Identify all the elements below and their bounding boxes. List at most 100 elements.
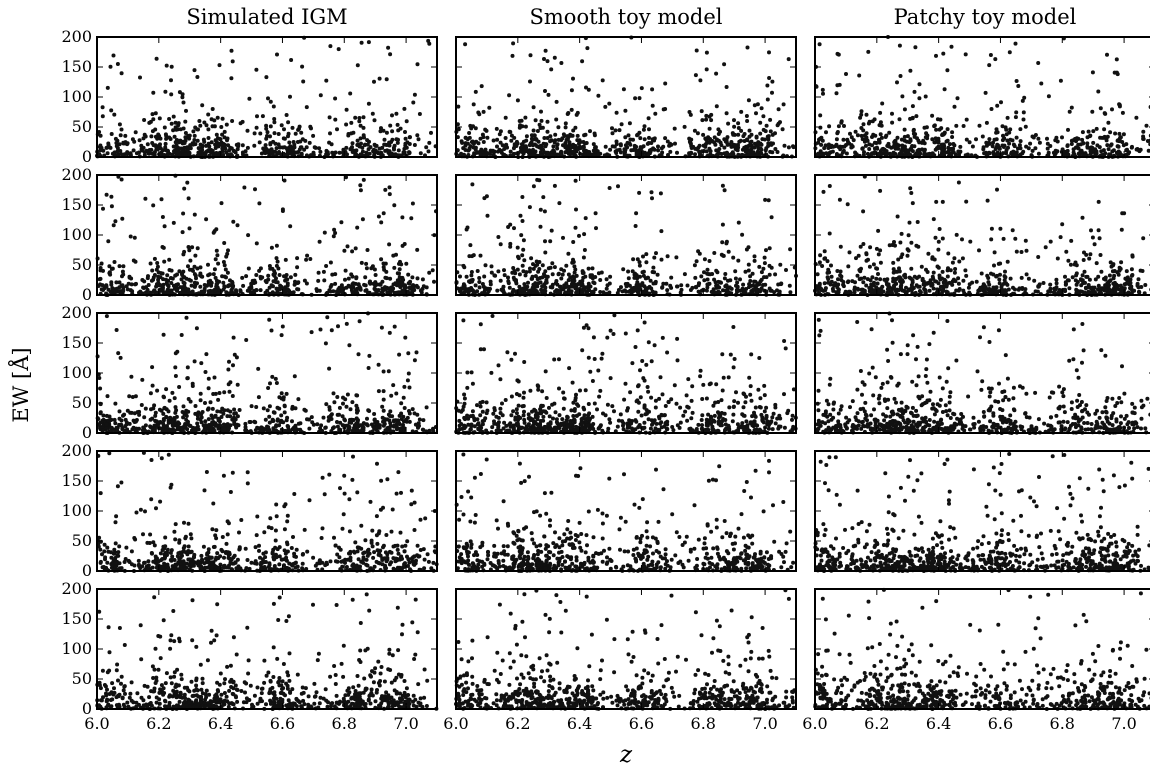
data-point [502, 273, 507, 278]
data-point [158, 142, 162, 147]
data-point [617, 147, 622, 152]
data-point [651, 281, 656, 286]
data-point [1011, 285, 1015, 290]
data-point [269, 147, 274, 152]
data-point [286, 134, 290, 139]
data-point [1092, 242, 1097, 247]
data-point [465, 141, 470, 146]
data-point [327, 115, 332, 120]
data-point [263, 279, 268, 283]
data-point [870, 119, 875, 124]
data-point [123, 133, 128, 138]
data-point [621, 87, 626, 92]
data-point [206, 279, 211, 284]
data-point [867, 264, 872, 269]
data-point [224, 122, 229, 127]
data-point [265, 288, 270, 293]
data-point [697, 143, 702, 148]
data-point [540, 275, 545, 280]
data-point [840, 150, 845, 155]
data-point [173, 140, 178, 145]
data-point [754, 134, 759, 139]
data-point [464, 274, 469, 279]
data-point [510, 53, 515, 58]
data-point [868, 245, 873, 250]
data-point [290, 152, 295, 157]
data-point [1098, 289, 1103, 294]
data-point [326, 418, 331, 423]
data-point [167, 398, 172, 403]
data-point [1019, 275, 1024, 280]
data-point [133, 282, 138, 287]
data-point [512, 135, 517, 140]
data-point [917, 96, 922, 101]
data-point [1058, 235, 1063, 240]
data-point [483, 127, 488, 132]
data-point [549, 285, 554, 290]
data-point [1069, 138, 1074, 143]
data-point [1051, 150, 1056, 155]
data-point [705, 271, 710, 276]
data-point [473, 147, 478, 152]
data-point [522, 258, 527, 263]
data-point [1098, 253, 1103, 257]
data-point [420, 277, 425, 282]
data-point [150, 268, 155, 273]
data-point [376, 214, 381, 219]
data-point [967, 282, 972, 287]
data-point [280, 324, 285, 329]
data-point [263, 151, 268, 156]
data-point [247, 96, 252, 101]
data-point [199, 274, 204, 279]
data-point [548, 134, 553, 139]
data-point [515, 267, 520, 272]
data-point [1028, 141, 1033, 146]
data-point [902, 273, 907, 278]
data-point [763, 148, 768, 153]
data-point [707, 126, 712, 131]
data-point [247, 286, 252, 291]
data-point [142, 150, 147, 155]
data-point [307, 426, 312, 431]
data-point [829, 263, 833, 268]
data-point [605, 152, 610, 157]
data-point [859, 126, 864, 130]
data-point [851, 138, 856, 143]
data-point [984, 120, 989, 125]
data-point [722, 188, 727, 193]
data-point [1063, 287, 1067, 292]
data-point [694, 259, 699, 264]
data-point [787, 283, 792, 288]
data-point [607, 290, 612, 295]
data-point [580, 271, 585, 275]
data-point [908, 68, 913, 73]
data-point [222, 129, 227, 134]
data-point [293, 131, 298, 136]
data-point [837, 197, 842, 202]
data-point [981, 145, 986, 150]
data-point [930, 113, 935, 118]
data-point [345, 392, 350, 397]
data-point [819, 142, 824, 147]
data-point [1117, 139, 1122, 144]
data-point [544, 279, 549, 284]
data-point [206, 127, 211, 132]
data-point [701, 132, 706, 137]
data-point [779, 281, 784, 286]
data-point [704, 67, 709, 72]
data-point [755, 102, 760, 107]
data-point [292, 145, 297, 150]
data-point [911, 131, 916, 136]
data-point [1144, 123, 1149, 128]
data-point [926, 251, 931, 256]
data-point [257, 201, 262, 206]
data-point [107, 270, 112, 275]
data-point [226, 143, 231, 148]
data-point [1119, 227, 1124, 232]
data-point [941, 147, 946, 152]
data-point [543, 250, 548, 255]
data-point [464, 288, 469, 293]
data-point [915, 220, 920, 224]
data-point [324, 402, 329, 407]
data-point [902, 127, 907, 132]
